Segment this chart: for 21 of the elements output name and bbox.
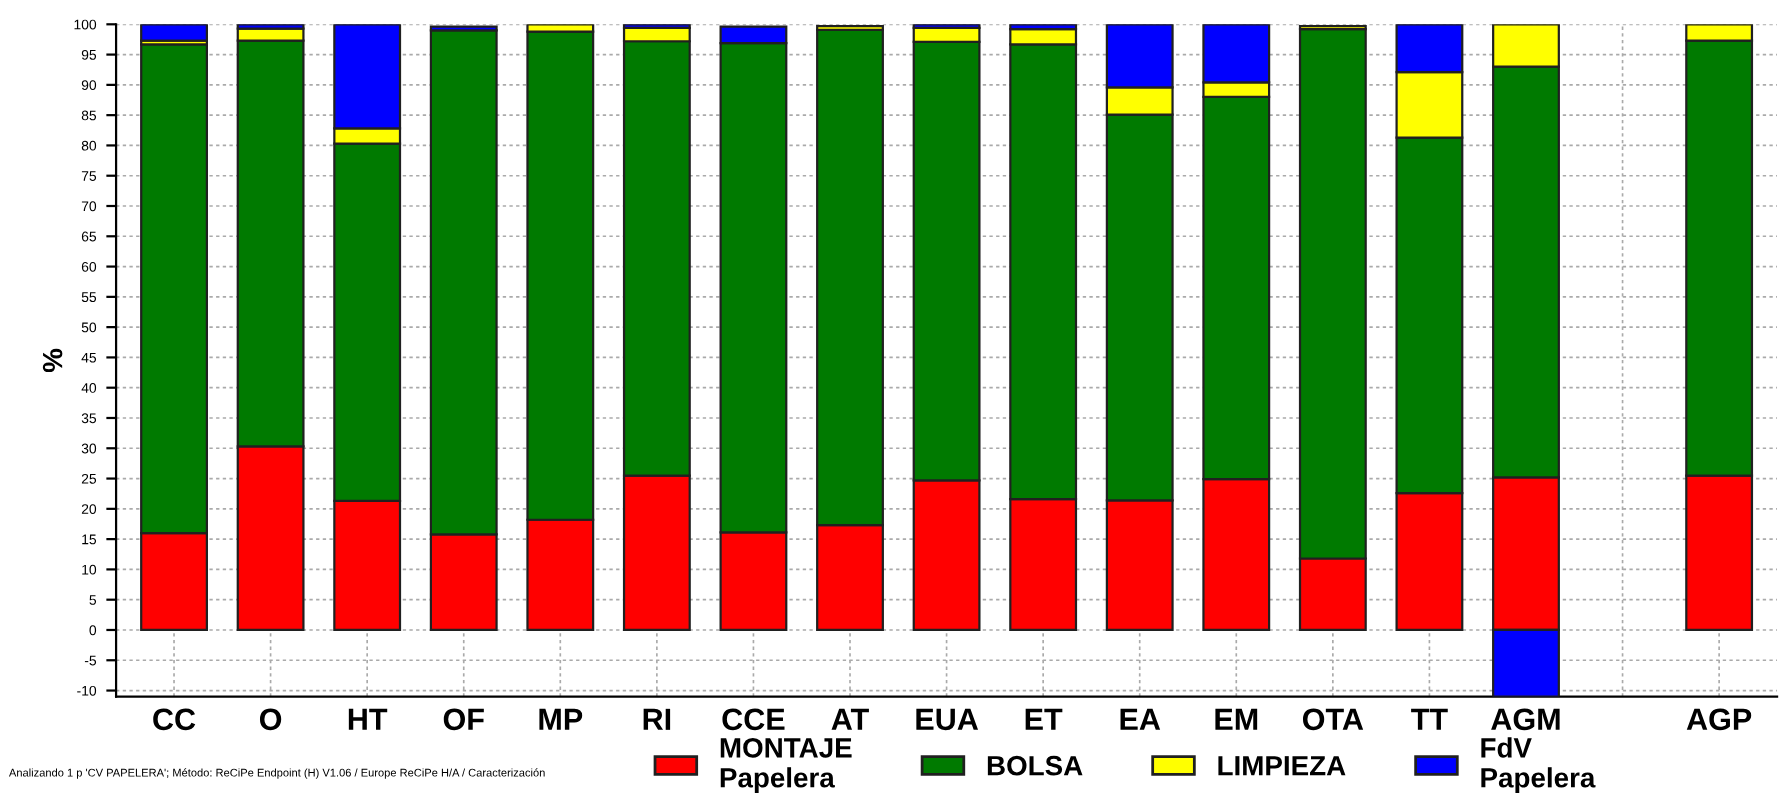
x-tick-label: EM	[1215, 708, 1258, 730]
y-axis-title: %	[42, 348, 63, 373]
x-tick-label: AT	[831, 708, 869, 730]
x-tick-label: CCE	[722, 708, 785, 731]
x-tick-label: RI	[643, 708, 671, 730]
x-tick-label: HT	[348, 708, 388, 730]
x-tick-label: EUA	[916, 708, 979, 731]
legend-label: BOLSA	[987, 755, 1083, 776]
x-tick-label: AGM	[1491, 708, 1560, 731]
x-tick-label: ET	[1025, 708, 1063, 730]
x-tick-label: OF	[443, 708, 484, 731]
legend-label: LIMPIEZA	[1218, 756, 1346, 776]
legend-label: MONTAJE Papelera	[720, 738, 852, 794]
legend-label: FdV Papelera	[1481, 737, 1596, 794]
x-tick-label: MP	[539, 708, 583, 730]
x-tick-label: EA	[1120, 708, 1161, 730]
x-tick-label: OTA	[1302, 708, 1364, 731]
x-tick-label: AGP	[1686, 708, 1752, 731]
x-tick-label: O	[259, 708, 282, 731]
x-tick-label: TT	[1411, 708, 1448, 730]
x-tick-label: CC	[153, 708, 196, 731]
